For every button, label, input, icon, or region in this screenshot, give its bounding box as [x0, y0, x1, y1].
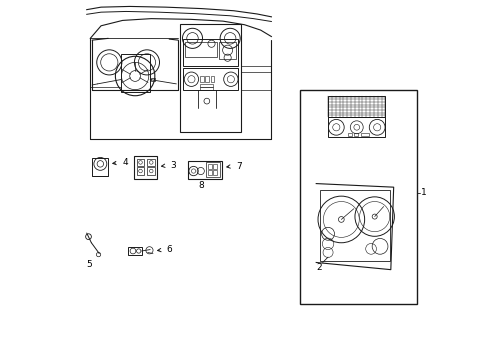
Bar: [183, 39, 238, 66]
Bar: [184, 42, 216, 57]
Text: 4: 4: [122, 158, 128, 167]
Text: 5: 5: [86, 260, 92, 269]
Bar: [347, 133, 351, 136]
Bar: [206, 162, 220, 177]
Text: 1: 1: [420, 188, 426, 197]
Bar: [200, 84, 212, 87]
Bar: [210, 76, 214, 82]
Bar: [136, 159, 144, 166]
Bar: [212, 170, 217, 175]
Text: 7: 7: [235, 162, 241, 171]
Bar: [180, 24, 241, 132]
Bar: [121, 54, 150, 92]
Text: 6: 6: [166, 246, 172, 255]
Bar: [300, 90, 416, 304]
Bar: [134, 156, 157, 179]
Bar: [92, 158, 108, 176]
Bar: [361, 133, 368, 136]
Bar: [212, 164, 217, 168]
Bar: [207, 170, 211, 175]
Bar: [187, 161, 222, 179]
Bar: [207, 164, 211, 168]
Text: 8: 8: [198, 180, 204, 189]
Bar: [219, 41, 235, 59]
Bar: [319, 190, 389, 261]
Bar: [353, 133, 357, 136]
Bar: [128, 247, 142, 255]
Bar: [200, 76, 203, 82]
Bar: [147, 167, 155, 175]
Text: 2: 2: [316, 264, 321, 273]
Bar: [327, 96, 385, 117]
Circle shape: [338, 217, 344, 222]
Bar: [183, 68, 238, 90]
Bar: [150, 78, 155, 81]
Bar: [200, 87, 212, 90]
Bar: [327, 117, 385, 137]
Bar: [205, 76, 208, 82]
Text: 3: 3: [170, 161, 176, 170]
Bar: [136, 167, 144, 175]
Circle shape: [371, 214, 376, 219]
Bar: [147, 159, 155, 166]
